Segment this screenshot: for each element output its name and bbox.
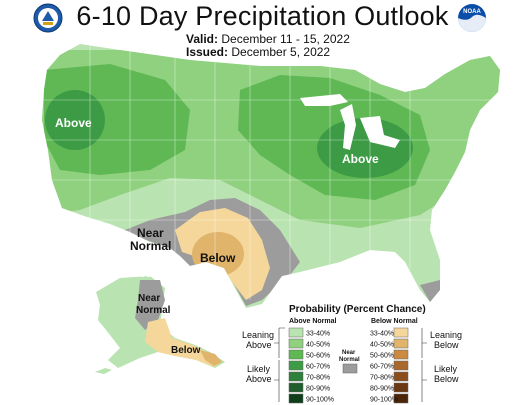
legend-above-range-4: 70-80%	[306, 375, 330, 382]
legend-likely-below-2: Below	[434, 374, 459, 384]
label-ak-near-2: Normal	[136, 305, 171, 316]
legend-near-header-2: Normal	[339, 357, 360, 363]
near-normal-labels: Near Normal Near Normal	[130, 226, 171, 316]
legend-below-range-1: 40-50%	[370, 342, 394, 349]
valid-value: December 11 - 15, 2022	[221, 32, 350, 46]
alaska-near-normal	[135, 280, 165, 330]
region-above-60-70-east	[317, 118, 413, 178]
legend-below-swatch-4	[393, 371, 409, 382]
legend-below-swatch-2	[393, 349, 409, 360]
legend-below-range-3: 60-70%	[370, 364, 394, 371]
issued-date: Issued: December 5, 2022	[186, 45, 330, 59]
legend-above-range-5: 80-90%	[306, 386, 330, 393]
label-above-west: Above	[55, 116, 92, 130]
label-above-midwest: Above	[342, 152, 379, 166]
legend: Probability (Percent Chance) Above Norma…	[242, 304, 462, 404]
legend-above-swatch-0	[288, 327, 304, 338]
legend-title: Probability (Percent Chance)	[289, 304, 426, 315]
legend-likely-below-1: Likely	[434, 364, 458, 374]
valid-dates: Valid: December 11 - 15, 2022	[186, 32, 350, 46]
alaska	[95, 276, 225, 374]
legend-below-swatch-6	[393, 393, 409, 404]
legend-below-range-4: 70-80%	[370, 375, 394, 382]
label-below-tx: Below	[200, 251, 236, 265]
noaa-logo-text: NOAA	[463, 9, 481, 15]
alaska-below-darker	[200, 350, 222, 366]
legend-above-header: Above Normal	[289, 318, 337, 325]
legend-above-range-6: 90-100%	[306, 397, 334, 404]
aleutians	[95, 368, 112, 374]
commerce-seal-logo	[33, 3, 63, 33]
legend-likely-above-1: Likely	[247, 364, 271, 374]
legend-leaning-below-2: Below	[434, 340, 459, 350]
issued-label: Issued:	[186, 45, 229, 59]
legend-below-scale: 33-40% 40-50% 50-60% 60-70% 70-80% 80-90% 90-1…	[370, 327, 409, 404]
noaa-logo: NOAA	[458, 4, 486, 32]
alaska-land	[96, 276, 225, 368]
legend-above-swatch-6	[288, 393, 304, 404]
valid-label: Valid:	[186, 32, 219, 46]
legend-above-swatch-4	[288, 371, 304, 382]
legend-below-range-0: 33-40%	[370, 331, 394, 338]
legend-below-header: Below Normal	[371, 318, 418, 325]
great-lakes	[340, 104, 356, 150]
label-ak-above: Above	[118, 268, 152, 280]
issued-value: December 5, 2022	[231, 45, 331, 59]
map-title: 6-10 Day Precipitation Outlook	[76, 1, 449, 31]
state-boundaries	[42, 44, 500, 300]
legend-brackets	[274, 327, 427, 402]
legend-near-header-1: Near	[342, 350, 356, 356]
legend-leaning-above-1: Leaning	[242, 330, 274, 340]
legend-below-swatch-1	[393, 338, 409, 349]
legend-above-range-2: 50-60%	[306, 353, 330, 360]
legend-leaning-below-1: Leaning	[430, 330, 462, 340]
map-labels: Above Above Below Above Below	[55, 116, 379, 356]
label-near-normal-sw-1: Near	[137, 226, 164, 240]
label-ak-below: Below	[171, 345, 201, 356]
label-near-normal-sw-2: Normal	[130, 239, 171, 253]
legend-above-swatch-3	[288, 360, 304, 371]
legend-above-range-0: 33-40%	[306, 331, 330, 338]
legend-above-scale: 33-40% 40-50% 50-60% 60-70% 70-80% 80-90% 90-1…	[288, 327, 334, 404]
legend-above-range-3: 60-70%	[306, 364, 330, 371]
legend-below-range-5: 80-90%	[370, 386, 394, 393]
legend-likely-above-2: Above	[246, 374, 272, 384]
legend-above-swatch-2	[288, 349, 304, 360]
legend-above-swatch-5	[288, 382, 304, 393]
legend-below-swatch-0	[393, 327, 409, 338]
legend-leaning-above-2: Above	[246, 340, 272, 350]
legend-below-range-6: 90-100%	[370, 397, 398, 404]
legend-above-swatch-1	[288, 338, 304, 349]
legend-above-range-1: 40-50%	[306, 342, 330, 349]
legend-below-swatch-5	[393, 382, 409, 393]
legend-near-swatch	[342, 363, 358, 374]
label-ak-near-1: Near	[138, 293, 160, 304]
legend-below-swatch-3	[393, 360, 409, 371]
legend-below-range-2: 50-60%	[370, 353, 394, 360]
